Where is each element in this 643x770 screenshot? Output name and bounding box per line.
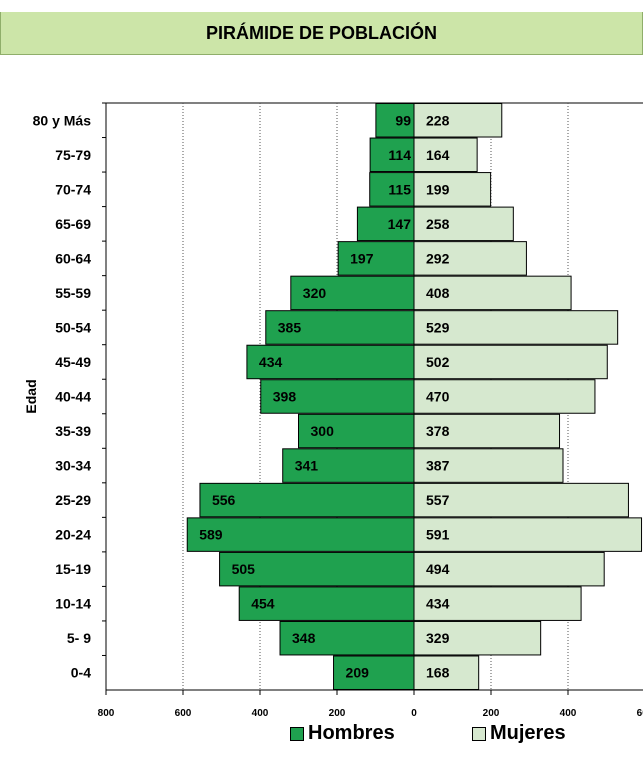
bar-hombres: [290, 275, 415, 311]
data-label-mujeres: 557: [426, 492, 450, 508]
data-label-mujeres: 502: [426, 354, 450, 370]
data-label-hombres: 505: [232, 561, 256, 577]
data-label-hombres: 197: [350, 250, 374, 266]
legend-item-hombres: Hombres: [290, 722, 395, 745]
x-tick-label: 600: [175, 708, 192, 719]
bar-hombres: [279, 620, 415, 656]
bar-mujeres: [413, 448, 564, 483]
legend-swatch-hombres: [290, 726, 304, 741]
data-label-hombres: 398: [273, 389, 297, 405]
category-label: 10-14: [55, 596, 91, 612]
data-label-mujeres: 529: [426, 319, 450, 335]
data-label-hombres: 114: [388, 147, 411, 163]
bar-hombres: [298, 413, 415, 449]
bar-mujeres: [413, 137, 478, 173]
bar-mujeres: [413, 620, 542, 656]
bar-hombres: [199, 482, 415, 518]
chart-title: PIRÁMIDE DE POBLACIÓN: [205, 23, 437, 43]
x-tick-label: 800: [98, 708, 115, 719]
data-label-mujeres: 434: [426, 596, 450, 612]
category-label: 5- 9: [67, 630, 91, 646]
category-label: 60-64: [55, 250, 91, 266]
bar-mujeres: [413, 103, 503, 138]
bar-hombres: [246, 344, 415, 380]
data-label-mujeres: 591: [426, 527, 450, 543]
data-label-mujeres: 168: [426, 665, 450, 681]
category-label: 70-74: [55, 181, 91, 197]
bar-hombres: [369, 172, 415, 207]
bar-mujeres: [413, 586, 582, 621]
data-label-hombres: 115: [388, 181, 411, 197]
legend: Hombres Mujeres: [290, 722, 630, 752]
data-label-mujeres: 164: [426, 147, 450, 163]
bar-mujeres: [413, 482, 629, 518]
x-tick-label: 600: [637, 708, 643, 719]
legend-label-mujeres: Mujeres: [490, 722, 566, 744]
data-label-mujeres: 292: [426, 250, 450, 266]
data-label-hombres: 385: [278, 319, 302, 335]
bar-mujeres: [413, 655, 480, 690]
data-label-hombres: 209: [346, 665, 370, 681]
data-label-mujeres: 494: [426, 561, 450, 577]
data-label-hombres: 147: [388, 216, 412, 232]
bar-hombres: [265, 310, 415, 345]
x-tick-label: 400: [560, 708, 577, 719]
data-label-mujeres: 387: [426, 458, 450, 474]
x-tick-label: 0: [411, 708, 417, 719]
bar-mujeres: [413, 551, 605, 587]
category-label: 0-4: [71, 665, 91, 681]
chart-title-banner: PIRÁMIDE DE POBLACIÓN: [0, 12, 643, 55]
data-label-hombres: 589: [199, 527, 223, 543]
bar-hombres: [337, 241, 415, 276]
bar-mujeres: [413, 172, 492, 207]
data-label-mujeres: 199: [426, 181, 450, 197]
x-tick-label: 200: [483, 708, 500, 719]
bar-mujeres: [413, 275, 572, 311]
bar-hombres: [369, 137, 415, 173]
y-axis-label: Edad: [23, 379, 39, 413]
data-label-mujeres: 258: [426, 216, 450, 232]
bar-mujeres: [413, 413, 561, 449]
category-label: 25-29: [55, 492, 91, 508]
data-label-mujeres: 470: [426, 389, 450, 405]
x-tick-label: 400: [252, 708, 269, 719]
data-label-hombres: 454: [251, 596, 275, 612]
category-label: 30-34: [55, 458, 91, 474]
data-label-mujeres: 408: [426, 285, 450, 301]
data-label-hombres: 300: [311, 423, 335, 439]
data-label-mujeres: 329: [426, 630, 450, 646]
data-label-hombres: 99: [395, 112, 411, 128]
category-label: 15-19: [55, 561, 91, 577]
category-label: 45-49: [55, 354, 91, 370]
data-label-hombres: 348: [292, 630, 316, 646]
bar-hombres: [219, 551, 415, 587]
bar-mujeres: [413, 241, 527, 276]
category-label: 35-39: [55, 423, 91, 439]
bar-hombres: [186, 517, 415, 552]
data-label-mujeres: 228: [426, 112, 450, 128]
data-label-hombres: 434: [259, 354, 283, 370]
category-label: 50-54: [55, 319, 91, 335]
legend-item-mujeres: Mujeres: [472, 722, 566, 745]
data-label-hombres: 341: [295, 458, 319, 474]
data-label-hombres: 556: [212, 492, 236, 508]
x-tick-label: 200: [329, 708, 346, 719]
category-label: 55-59: [55, 285, 91, 301]
bar-mujeres: [413, 517, 643, 552]
category-label: 65-69: [55, 216, 91, 232]
bar-mujeres: [413, 310, 619, 345]
legend-swatch-mujeres: [472, 726, 486, 741]
category-label: 80 y Más: [33, 112, 92, 128]
category-label: 75-79: [55, 147, 91, 163]
bar-hombres: [282, 448, 415, 483]
data-label-hombres: 320: [303, 285, 327, 301]
category-label: 20-24: [55, 527, 91, 543]
legend-label-hombres: Hombres: [308, 722, 395, 744]
data-label-mujeres: 378: [426, 423, 450, 439]
category-label: 40-44: [55, 389, 91, 405]
